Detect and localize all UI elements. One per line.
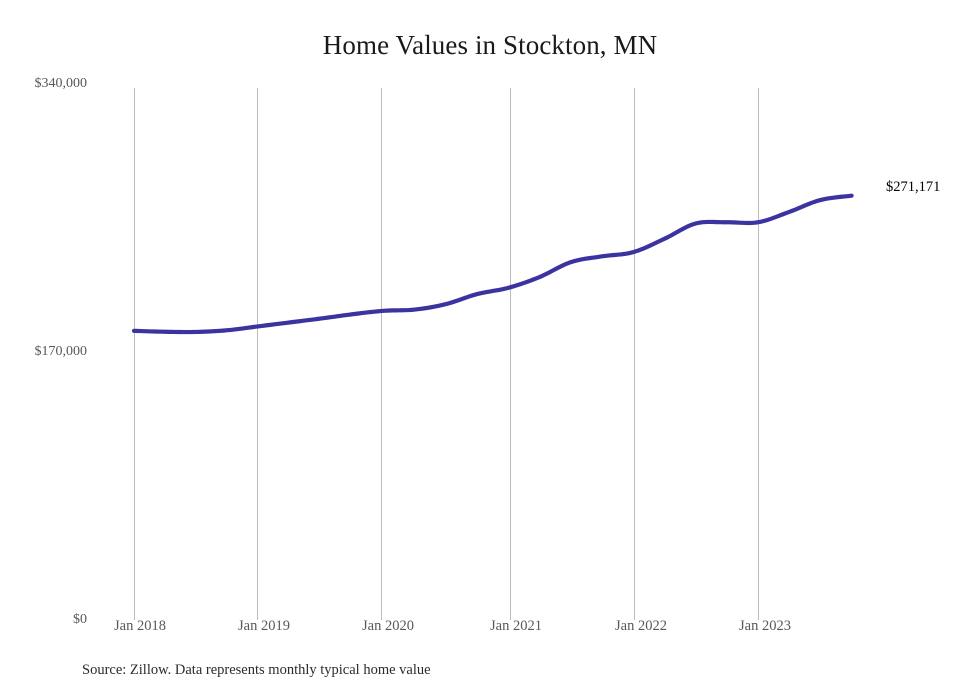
x-axis-tick-jan-2018: Jan 2018 (114, 618, 166, 634)
gridline-jan-2022 (634, 88, 635, 620)
gridline-jan-2021 (510, 88, 511, 620)
x-axis-tick-jan-2021: Jan 2021 (490, 618, 542, 634)
x-axis-tick-jan-2023: Jan 2023 (739, 618, 791, 634)
source-note: Source: Zillow. Data represents monthly … (82, 662, 431, 678)
gridline-jan-2019 (257, 88, 258, 620)
chart-title: Home Values in Stockton, MN (322, 30, 658, 60)
x-axis-tick-jan-2019: Jan 2019 (238, 618, 290, 634)
series-line-typical-home-value (131, 193, 854, 335)
gridline-jan-2020 (381, 88, 382, 620)
y-axis-tick-top: $340,000 (34, 76, 88, 91)
y-axis-tick-middle: $170,000 (34, 344, 88, 359)
x-axis-tick-jan-2020: Jan 2020 (362, 618, 414, 634)
gridline-jan-2018 (134, 88, 135, 620)
y-axis-tick-bottom: $0 (73, 612, 87, 627)
series-end-value-label: $271,171 (886, 179, 941, 195)
gridline-jan-2023 (758, 88, 759, 620)
x-axis-tick-jan-2022: Jan 2022 (615, 618, 667, 634)
